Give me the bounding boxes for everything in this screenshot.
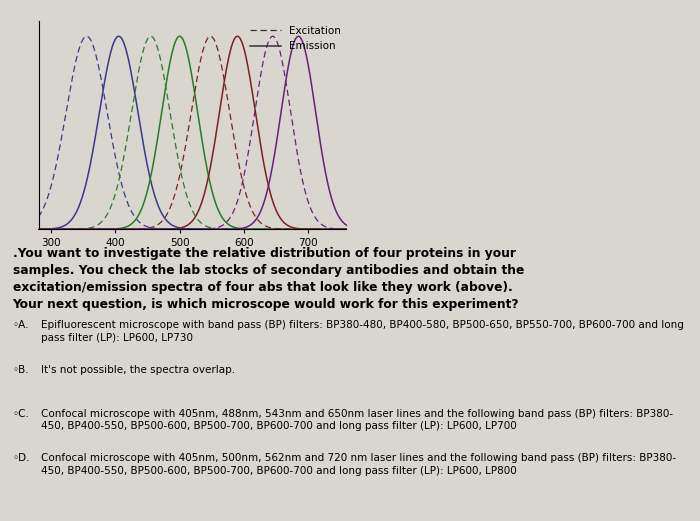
Text: Confocal microscope with 405nm, 500nm, 562nm and 720 nm laser lines and the foll: Confocal microscope with 405nm, 500nm, 5… <box>41 453 676 476</box>
Text: ◦D.: ◦D. <box>13 453 30 463</box>
Text: ◦C.: ◦C. <box>13 409 29 419</box>
Legend: Excitation, Emission: Excitation, Emission <box>250 26 342 51</box>
Text: ◦B.: ◦B. <box>13 365 29 375</box>
Text: Epifluorescent microscope with band pass (BP) filters: BP380-480, BP400-580, BP5: Epifluorescent microscope with band pass… <box>41 320 683 343</box>
Text: ◦A.: ◦A. <box>13 320 29 330</box>
Text: Confocal microscope with 405nm, 488nm, 543nm and 650nm laser lines and the follo: Confocal microscope with 405nm, 488nm, 5… <box>41 409 673 431</box>
Text: It's not possible, the spectra overlap.: It's not possible, the spectra overlap. <box>41 365 234 375</box>
Text: .You want to investigate the relative distribution of four proteins in your
samp: .You want to investigate the relative di… <box>13 247 524 312</box>
